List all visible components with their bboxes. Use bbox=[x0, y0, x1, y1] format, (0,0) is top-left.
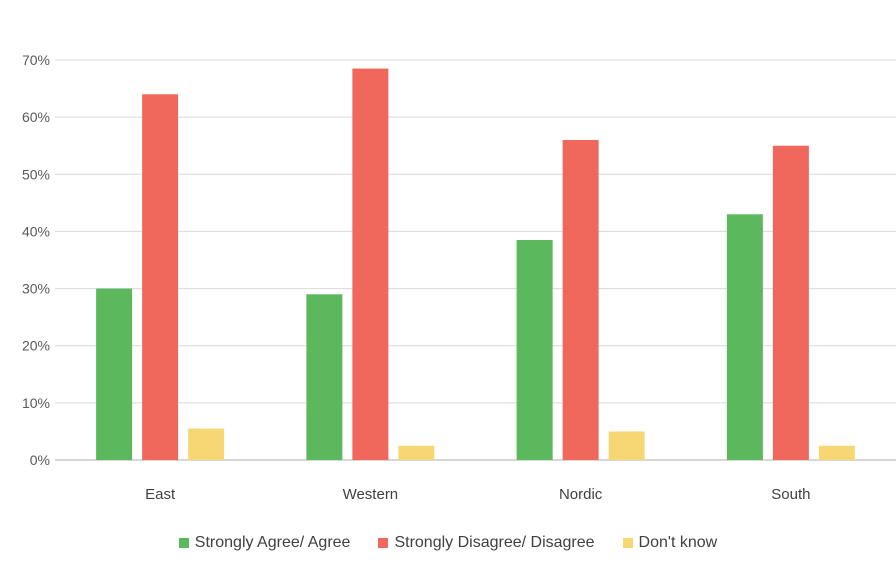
bar bbox=[96, 288, 133, 460]
x-category-label: Nordic bbox=[559, 486, 603, 503]
legend-item: Strongly Agree/ Agree bbox=[178, 534, 351, 552]
bar bbox=[818, 445, 855, 460]
y-tick-label: 20% bbox=[22, 338, 50, 354]
bar bbox=[562, 140, 599, 460]
legend-swatch bbox=[178, 538, 189, 548]
y-axis-ticks: 0% 10% 20% 30% 40% 50% 60% 70% bbox=[22, 52, 50, 468]
bar bbox=[772, 145, 809, 460]
y-tick-label: 10% bbox=[22, 395, 50, 411]
x-category-label: Western bbox=[343, 486, 399, 503]
gridlines bbox=[55, 59, 896, 461]
y-tick-label: 30% bbox=[22, 281, 50, 297]
x-category-label: South bbox=[771, 486, 810, 503]
bar bbox=[516, 240, 553, 460]
legend-label: Strongly Disagree/ Disagree bbox=[394, 534, 595, 551]
x-axis-categories: East Western Nordic South bbox=[145, 486, 810, 503]
bar bbox=[352, 68, 389, 461]
legend-item: Strongly Disagree/ Disagree bbox=[378, 534, 595, 552]
bar bbox=[306, 294, 343, 460]
x-category-label: East bbox=[145, 486, 176, 503]
y-tick-label: 60% bbox=[22, 109, 50, 125]
y-tick-label: 50% bbox=[22, 166, 50, 182]
bar bbox=[142, 94, 179, 461]
y-tick-label: 40% bbox=[22, 223, 50, 239]
bar bbox=[398, 445, 435, 460]
legend-swatch bbox=[622, 538, 633, 548]
y-tick-label: 0% bbox=[30, 452, 50, 468]
legend: Strongly Agree/ Agree Strongly Disagree/ … bbox=[0, 530, 896, 556]
y-tick-label: 70% bbox=[22, 52, 50, 68]
legend-label: Don't know bbox=[638, 534, 718, 551]
legend-label: Strongly Agree/ Agree bbox=[194, 534, 351, 551]
legend-item: Don't know bbox=[622, 534, 718, 552]
bar bbox=[726, 214, 763, 460]
bars bbox=[96, 68, 855, 461]
legend-swatch bbox=[378, 538, 389, 548]
bar bbox=[608, 431, 645, 460]
bar bbox=[188, 428, 225, 460]
